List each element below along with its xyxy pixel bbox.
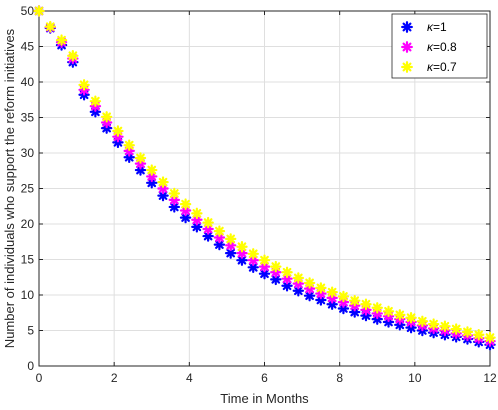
- data-point-series-3: [427, 318, 440, 330]
- y-tick-label: 40: [21, 75, 35, 89]
- data-point-series-1: [337, 302, 350, 315]
- x-axis-label: Time in Months: [220, 391, 309, 406]
- y-tick-label: 45: [21, 40, 35, 54]
- data-point-series-3: [224, 233, 237, 245]
- data-point-series-3: [247, 248, 259, 260]
- data-point-series-3: [461, 326, 474, 338]
- y-tick-label: 25: [21, 182, 35, 196]
- x-tick-label: 10: [408, 371, 422, 385]
- data-point-series-3: [382, 305, 395, 318]
- data-point-series-3: [44, 20, 56, 33]
- data-point-series-3: [100, 111, 113, 123]
- x-tick-label: 12: [483, 371, 497, 385]
- axis-ticks: 0 2 4 6 8 10 12 0 5 10 15 20 25 30 35 40 45 50: [21, 4, 497, 385]
- data-point-series-3: [371, 302, 383, 314]
- data-point-series-2: [213, 231, 226, 244]
- data-point-series-3: [450, 323, 462, 335]
- data-point-series-3: [168, 187, 180, 200]
- data-point-series-3: [303, 277, 316, 289]
- legend-value: =1: [433, 20, 447, 34]
- y-tick-label: 15: [21, 253, 35, 267]
- data-point-series-3: [394, 309, 406, 321]
- data-point-series-3: [326, 286, 338, 298]
- legend-label-series-1: κ=1: [427, 20, 447, 34]
- legend-symbol: κ: [427, 20, 434, 34]
- legend-marker-series-2: [401, 41, 413, 53]
- y-tick-label: 5: [27, 324, 34, 338]
- data-point-series-3: [337, 290, 350, 303]
- y-tick-label: 20: [21, 217, 35, 231]
- data-point-series-3: [315, 282, 327, 294]
- legend-label-series-2: κ=0.8: [427, 40, 457, 54]
- data-point-series-1: [270, 273, 282, 286]
- legend-label-series-3: κ=0.7: [427, 60, 457, 74]
- data-point-series-1: [168, 201, 180, 213]
- data-point-series-3: [416, 315, 429, 327]
- data-point-series-1: [326, 298, 338, 310]
- y-axis-label: Number of individuals who support the re…: [2, 28, 17, 348]
- data-points: [33, 5, 496, 351]
- legend-symbol: κ: [427, 40, 434, 54]
- data-point-series-3: [157, 176, 169, 188]
- legend-symbol: κ: [427, 60, 434, 74]
- data-point-series-3: [349, 294, 361, 307]
- data-point-series-1: [258, 268, 271, 280]
- data-point-series-3: [134, 152, 147, 164]
- data-point-series-3: [123, 139, 135, 151]
- data-point-series-3: [33, 5, 45, 17]
- data-point-series-3: [270, 260, 282, 273]
- data-point-series-3: [281, 266, 293, 278]
- data-point-series-2: [146, 170, 158, 183]
- data-point-series-3: [202, 216, 214, 229]
- data-point-series-3: [112, 125, 124, 137]
- data-point-series-2: [168, 194, 180, 206]
- data-point-series-2: [191, 214, 203, 226]
- y-tick-label: 30: [21, 146, 35, 160]
- x-tick-label: 0: [36, 371, 43, 385]
- data-point-series-3: [405, 312, 417, 324]
- data-point-series-3: [191, 207, 203, 220]
- legend: κ=1κ=0.8κ=0.7: [391, 13, 488, 79]
- data-point-series-3: [439, 320, 451, 332]
- y-tick-label: 10: [21, 288, 35, 302]
- y-tick-label: 50: [21, 4, 35, 18]
- data-point-series-3: [484, 331, 496, 344]
- data-point-series-1: [236, 254, 248, 266]
- data-point-series-3: [78, 79, 90, 91]
- data-point-series-3: [473, 329, 485, 341]
- data-point-series-2: [258, 260, 271, 273]
- legend-value: =0.7: [433, 60, 457, 74]
- x-tick-label: 6: [261, 371, 268, 385]
- data-point-series-3: [236, 241, 248, 253]
- data-point-series-3: [67, 50, 79, 62]
- y-tick-label: 0: [27, 359, 34, 373]
- data-point-series-3: [292, 272, 305, 284]
- data-point-series-3: [179, 198, 192, 210]
- y-tick-label: 35: [21, 111, 35, 125]
- x-tick-label: 2: [111, 371, 118, 385]
- legend-marker-series-1: [401, 21, 413, 33]
- legend-value: =0.8: [433, 40, 457, 54]
- data-point-series-3: [146, 164, 158, 176]
- x-tick-label: 4: [186, 371, 193, 385]
- x-tick-label: 8: [336, 371, 343, 385]
- data-point-series-3: [89, 95, 102, 107]
- data-point-series-3: [360, 298, 372, 310]
- data-point-series-3: [213, 225, 226, 237]
- data-point-series-3: [258, 254, 271, 266]
- data-point-series-3: [55, 34, 68, 46]
- legend-marker-series-3: [401, 61, 413, 73]
